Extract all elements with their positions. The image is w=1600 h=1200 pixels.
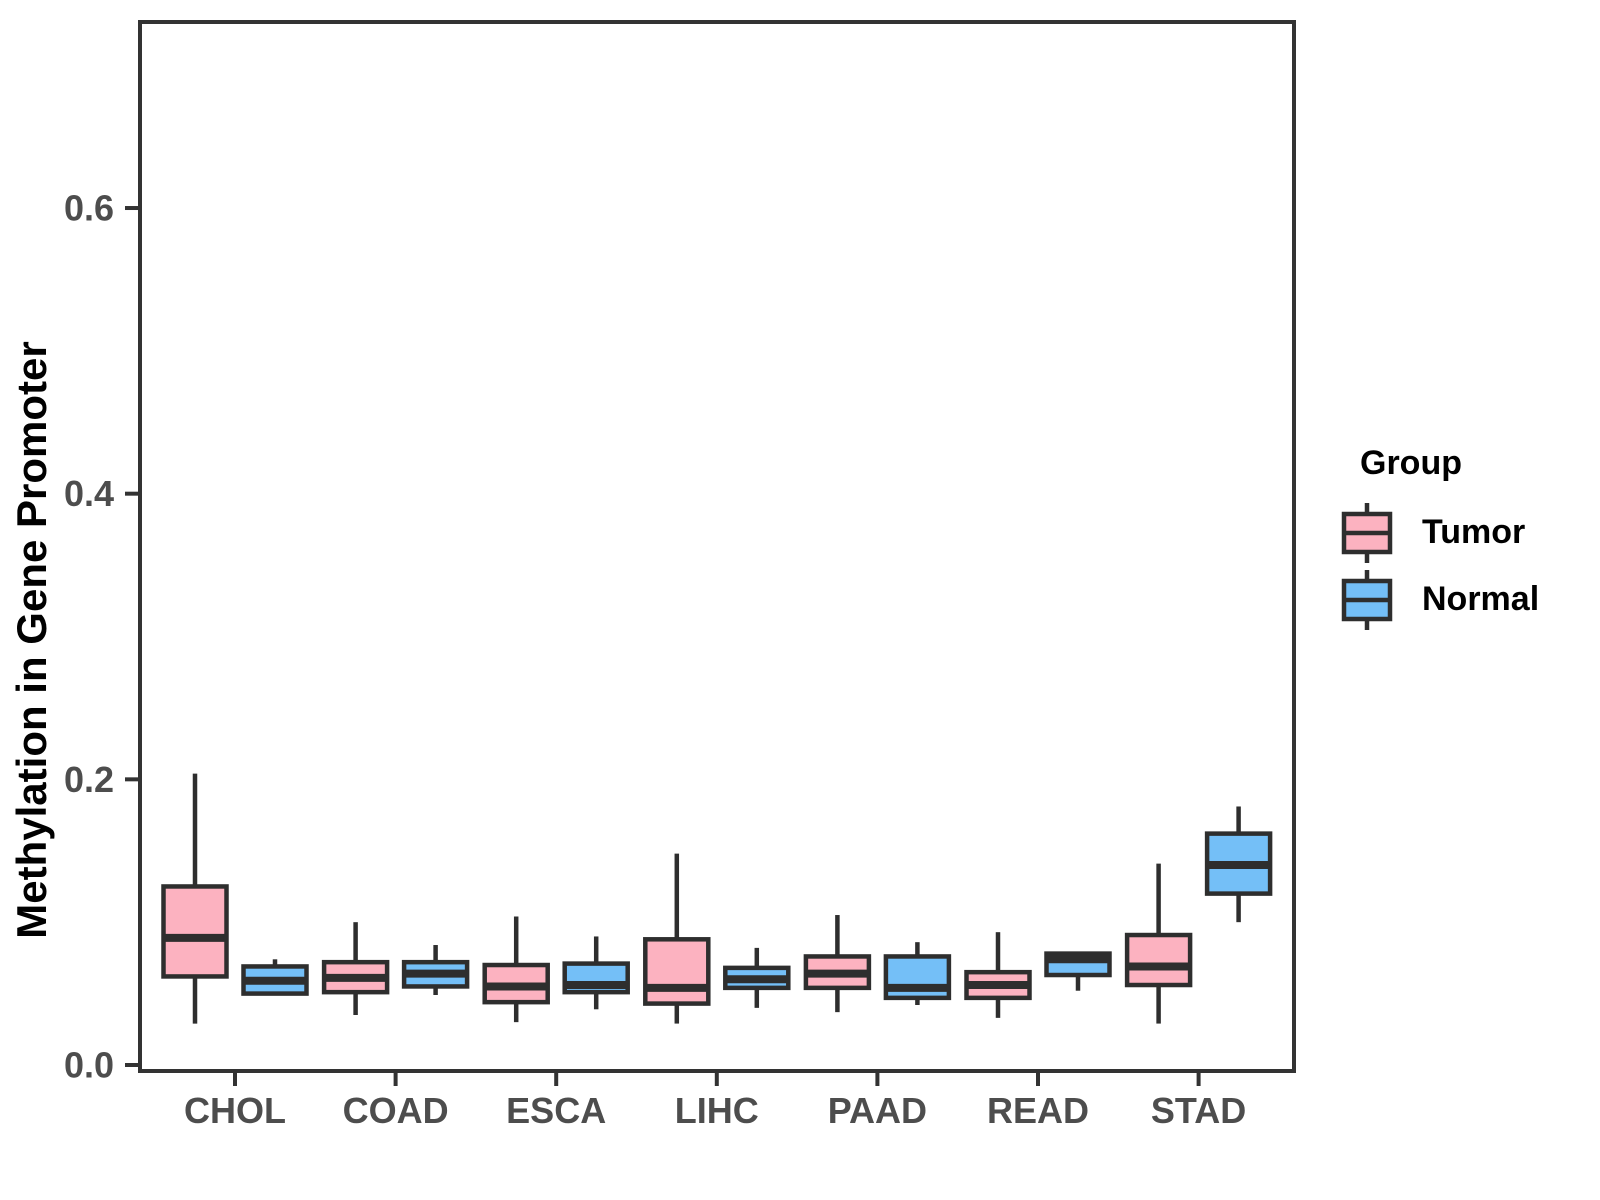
legend-label-normal: Normal bbox=[1422, 580, 1540, 618]
y-axis-tick-label: 0.6 bbox=[64, 188, 114, 229]
y-axis-tick-label: 0.4 bbox=[64, 473, 114, 514]
x-axis-tick-label: STAD bbox=[1151, 1090, 1246, 1131]
tumor-boxplot-key-icon bbox=[1341, 502, 1393, 563]
x-axis-tick-label: PAAD bbox=[828, 1090, 927, 1131]
x-axis-tick-label: ESCA bbox=[506, 1090, 606, 1131]
x-axis-tick-label: READ bbox=[987, 1090, 1089, 1131]
normal-boxplot-key-icon bbox=[1341, 569, 1393, 630]
legend-entry-tumor: Tumor bbox=[1338, 499, 1539, 566]
box-tumor-chol bbox=[161, 884, 229, 979]
legend: Group Tumor Normal bbox=[1338, 444, 1539, 633]
x-axis-tick-label: COAD bbox=[343, 1090, 449, 1131]
y-axis-title: Methylation in Gene Promoter bbox=[8, 341, 55, 938]
y-axis-tick-label: 0.2 bbox=[64, 759, 114, 800]
x-axis-tick-label: CHOL bbox=[184, 1090, 286, 1131]
legend-title: Group bbox=[1360, 444, 1462, 482]
y-axis-tick-label: 0.0 bbox=[64, 1045, 114, 1086]
legend-label-tumor: Tumor bbox=[1422, 513, 1526, 551]
box-tumor-lihc bbox=[643, 937, 711, 1006]
x-axis-tick-label: LIHC bbox=[675, 1090, 759, 1131]
box-tumor-stad bbox=[1124, 932, 1193, 988]
panel-border bbox=[138, 20, 1296, 1073]
legend-entry-normal: Normal bbox=[1338, 566, 1539, 633]
